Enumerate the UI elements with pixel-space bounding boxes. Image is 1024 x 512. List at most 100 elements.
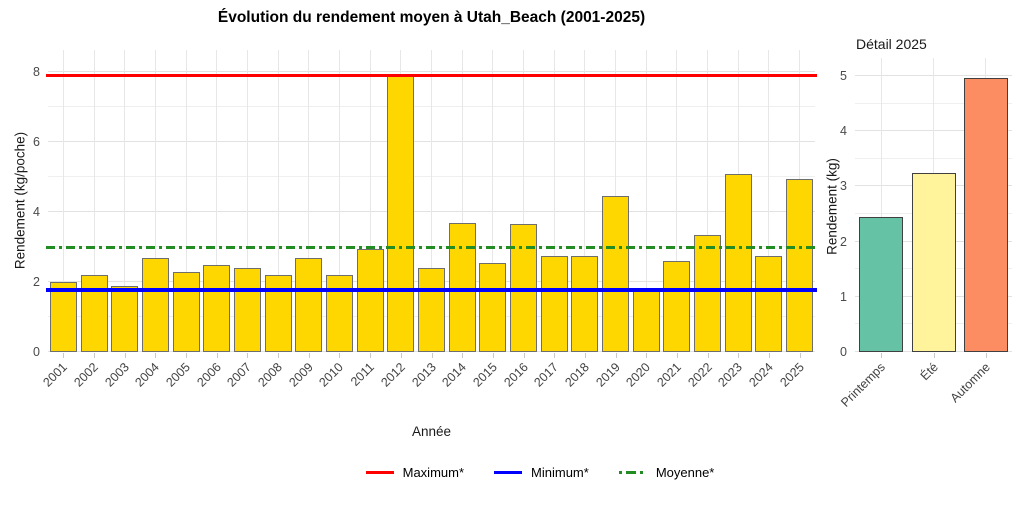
bar-2014 [448, 222, 476, 352]
bar-Automne [963, 77, 1008, 352]
gridline-vertical [308, 50, 310, 352]
x-tick-mark [308, 353, 310, 358]
bar-2024 [755, 255, 783, 352]
bar-2003 [111, 285, 139, 352]
x-tick-mark [985, 353, 987, 358]
ref-line-minimum [46, 288, 817, 292]
bar-2020 [632, 290, 660, 352]
gridline-vertical [707, 50, 709, 352]
legend-label-minimum: Minimum* [531, 465, 589, 480]
y-tick-label: 4 [33, 205, 40, 219]
y-tick-label: 8 [33, 65, 40, 79]
x-tick-mark [523, 353, 525, 358]
x-tick-mark [768, 353, 770, 358]
x-tick-mark [707, 353, 709, 358]
x-tick-mark [124, 353, 126, 358]
gridline-vertical [62, 50, 64, 352]
x-tick-mark [933, 353, 935, 358]
x-tick-mark [186, 353, 188, 358]
bar-2006 [203, 264, 231, 352]
legend: Maximum* Minimum* Moyenne* [240, 465, 840, 480]
x-tick-mark [216, 353, 218, 358]
bar-2001 [49, 282, 77, 352]
gridline-vertical [492, 50, 494, 352]
legend-label-moyenne: Moyenne* [655, 465, 715, 480]
x-tick-mark [94, 353, 96, 358]
gridline-vertical [277, 50, 279, 352]
bar-2017 [540, 255, 568, 352]
bar-Printemps [859, 216, 904, 352]
detail-chart-title: Détail 2025 [856, 36, 927, 52]
gridline-vertical [338, 50, 340, 352]
ref-line-moyenne [46, 246, 817, 249]
bar-2009 [295, 257, 323, 352]
x-tick-mark [339, 353, 341, 358]
y-tick-label: 0 [840, 345, 847, 359]
gridline-vertical [584, 50, 586, 352]
bar-2018 [571, 255, 599, 352]
ref-line-maximum [46, 74, 817, 77]
bar-2005 [172, 271, 200, 352]
bar-2021 [663, 261, 691, 352]
bar-2019 [602, 196, 630, 352]
bar-2015 [479, 262, 507, 352]
legend-item-maximum: Maximum* [365, 465, 465, 480]
y-tick-label: 4 [840, 124, 847, 139]
gridline-vertical [645, 50, 647, 352]
gridline-vertical [431, 50, 432, 352]
bar-2008 [264, 275, 292, 352]
x-tick-mark [278, 353, 280, 358]
gridline-vertical [216, 50, 218, 352]
y-tick-label: 2 [33, 275, 40, 289]
x-tick-mark [492, 353, 494, 358]
gridline-vertical [461, 50, 463, 352]
bar-2002 [80, 275, 108, 352]
gridline-vertical [523, 50, 525, 352]
main-x-axis-title: Année [411, 424, 452, 439]
bar-Été [911, 172, 956, 352]
x-tick-mark [370, 353, 372, 358]
bar-2013 [418, 268, 445, 352]
x-tick-mark [554, 353, 556, 358]
main-chart-title: Évolution du rendement moyen à Utah_Beac… [217, 9, 646, 26]
gridline-vertical [93, 50, 95, 352]
y-tick-label: 6 [33, 135, 40, 149]
x-tick-mark [155, 353, 157, 358]
x-tick-mark [738, 353, 740, 358]
bar-2025 [786, 178, 814, 352]
gridline-vertical [369, 50, 371, 352]
bar-2010 [325, 275, 353, 352]
x-tick-mark [881, 353, 883, 358]
x-tick-mark [584, 353, 586, 358]
detail-y-axis-title: Rendement (kg) [824, 158, 840, 255]
legend-item-moyenne: Moyenne* [618, 465, 715, 480]
x-tick-mark [247, 353, 249, 358]
x-tick-mark [799, 353, 801, 358]
gridline-vertical [185, 50, 187, 352]
bar-2004 [141, 257, 169, 352]
gridline-vertical [676, 50, 678, 352]
bar-2012 [387, 75, 415, 352]
gridline-vertical [154, 50, 156, 352]
gridline-vertical [768, 50, 770, 352]
legend-key-minimum-line [494, 471, 523, 474]
x-tick-mark [646, 353, 648, 358]
main-y-axis-title: Rendement (kg/poche) [12, 131, 28, 270]
legend-label-maximum: Maximum* [402, 465, 465, 480]
y-tick-label: 1 [840, 289, 847, 304]
detail-plot-area [855, 58, 1012, 352]
main-plot-area [46, 50, 817, 352]
y-tick-label: 5 [840, 69, 847, 83]
y-tick-label: 2 [840, 234, 847, 249]
y-tick-label: 3 [840, 179, 847, 194]
y-tick-label: 0 [33, 345, 40, 359]
legend-key-moyenne-line [618, 471, 647, 474]
gridline-vertical [553, 50, 555, 352]
x-tick-mark [63, 353, 65, 358]
gridline-vertical [124, 50, 126, 352]
x-tick-mark [676, 353, 678, 358]
bar-2023 [724, 173, 752, 352]
gridline-vertical [246, 50, 248, 352]
x-tick-mark [431, 353, 433, 358]
